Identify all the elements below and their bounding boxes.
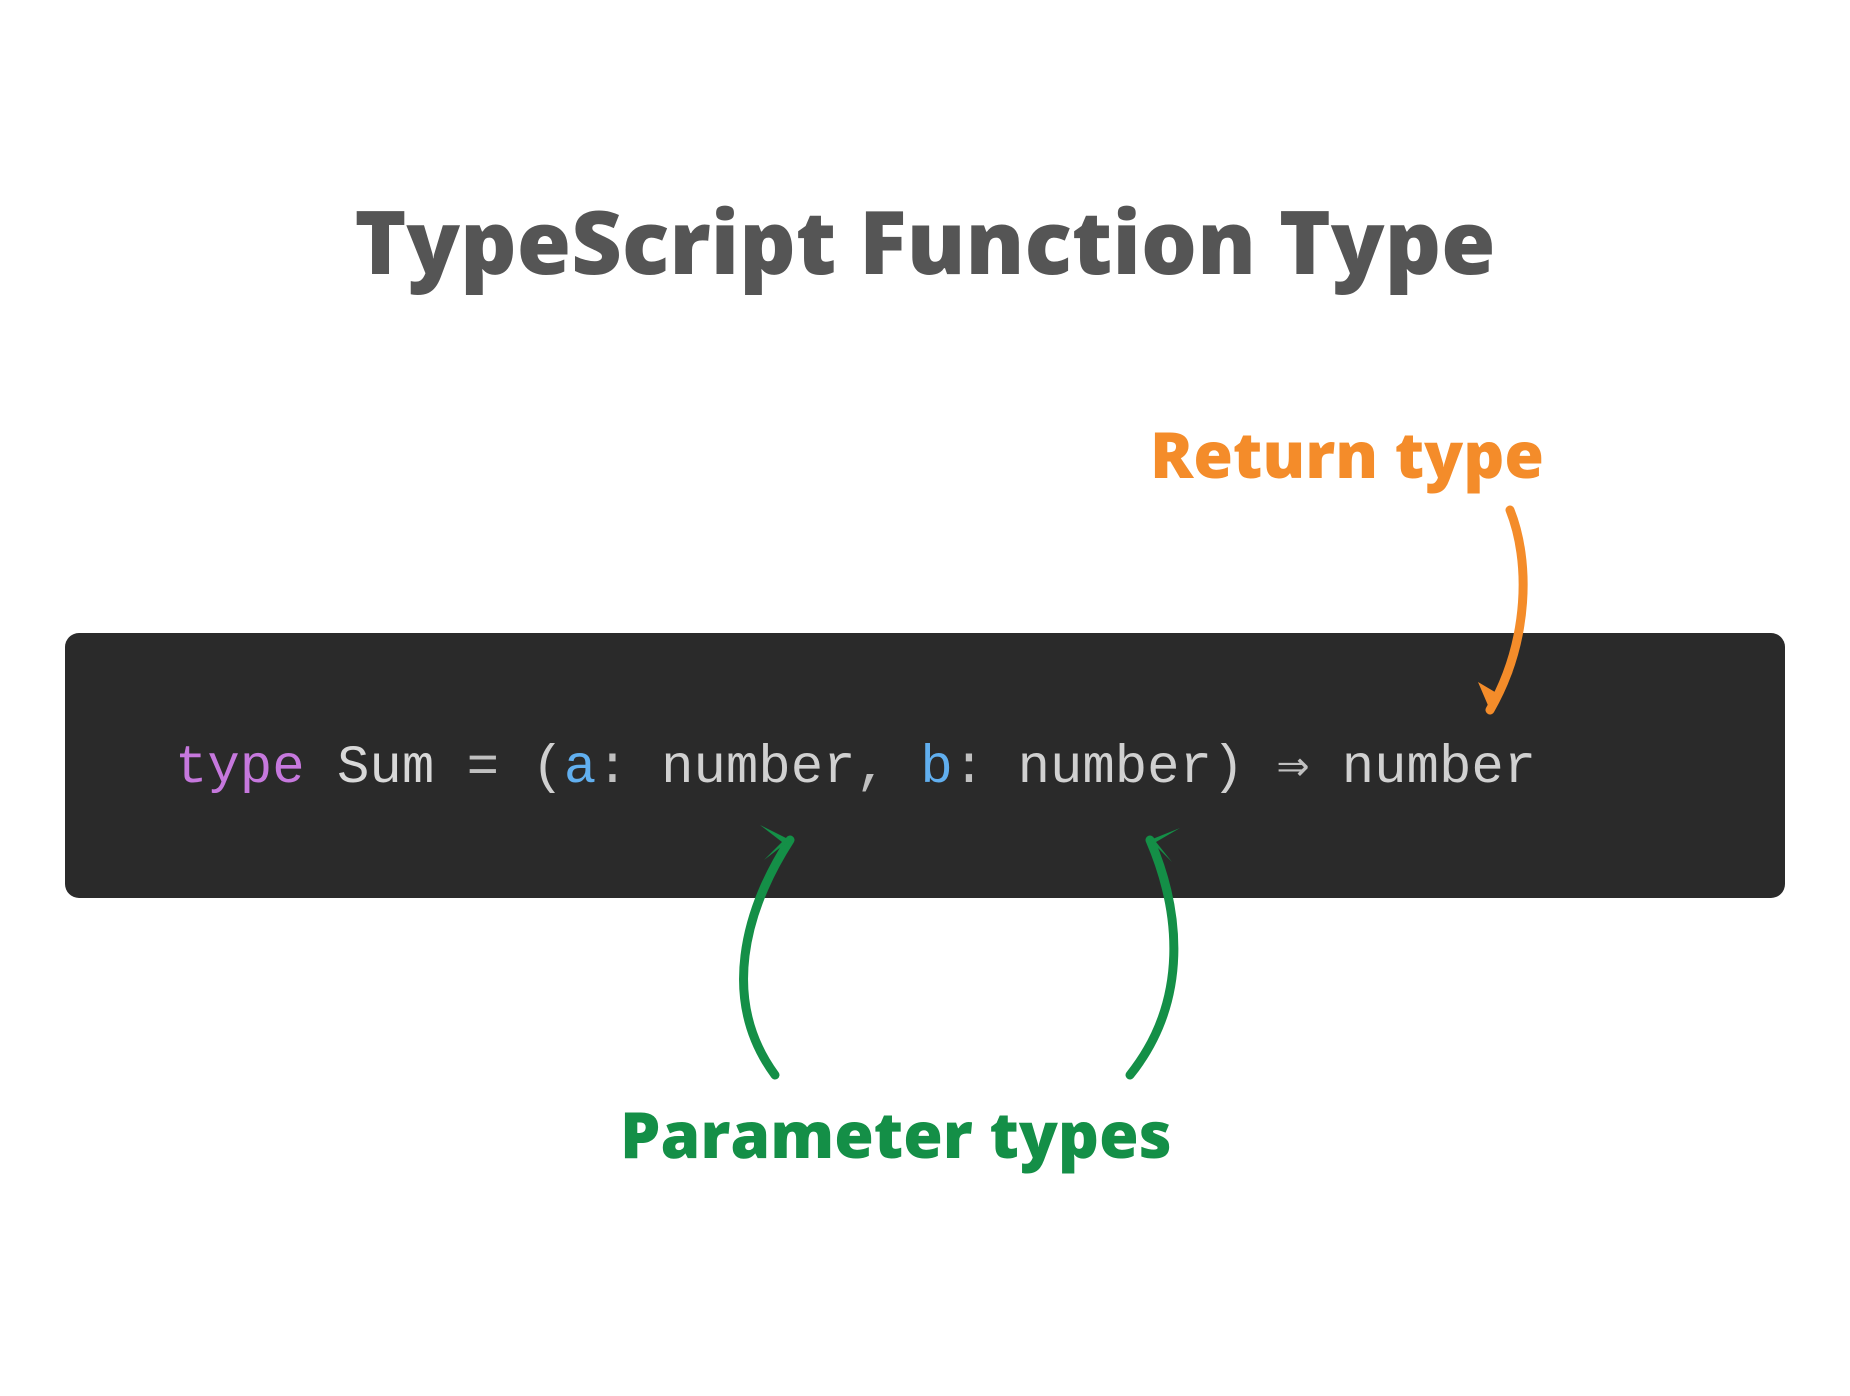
annotation-return-type: Return type (1150, 410, 1544, 497)
code-token: = (467, 738, 499, 799)
code-token: Sum (305, 738, 467, 799)
code-token: ⇒ (1277, 738, 1310, 799)
code-line: type Sum = (a: number, b: number) ⇒ numb… (175, 732, 1536, 799)
code-token: : (596, 738, 661, 799)
code-token: a (564, 738, 596, 799)
code-token: b (920, 738, 952, 799)
code-token: type (175, 738, 305, 799)
code-token: , (856, 738, 921, 799)
code-token: : (953, 738, 1018, 799)
code-block: type Sum = (a: number, b: number) ⇒ numb… (65, 633, 1785, 898)
page-title: TypeScript Function Type (0, 180, 1850, 300)
annotation-parameter-types: Parameter types (620, 1090, 1172, 1177)
code-token: ( (499, 738, 564, 799)
code-token: ) (1212, 738, 1277, 799)
code-token: number (1018, 738, 1212, 799)
code-token: number (1309, 738, 1536, 799)
code-token: number (661, 738, 855, 799)
